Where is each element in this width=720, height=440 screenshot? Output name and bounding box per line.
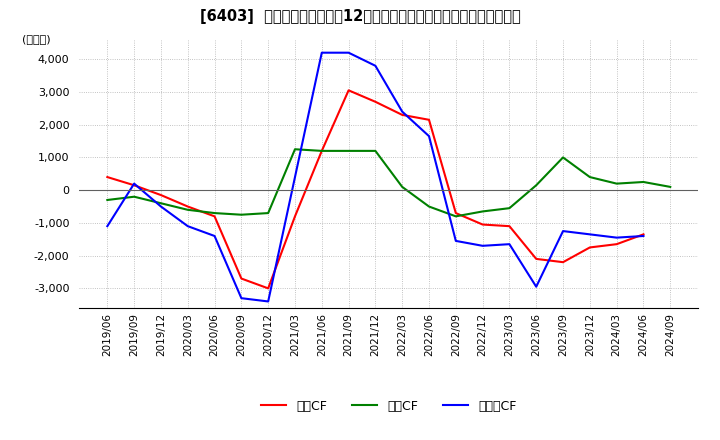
投資CF [639,180,648,185]
投資CF [478,209,487,214]
投資CF [210,210,219,216]
フリーCF [237,296,246,301]
フリーCF [184,224,192,229]
投資CF [612,181,621,186]
投資CF [157,201,166,206]
Line: 投資CF: 投資CF [107,149,670,216]
フリーCF [505,242,514,247]
営業CF [291,214,300,219]
投資CF [130,194,138,199]
営業CF [157,192,166,198]
フリーCF [559,228,567,234]
フリーCF [398,109,407,114]
投資CF [505,205,514,211]
フリーCF [103,224,112,229]
営業CF [585,245,594,250]
営業CF [478,222,487,227]
フリーCF [612,235,621,240]
Legend: 営業CF, 投資CF, フリーCF: 営業CF, 投資CF, フリーCF [256,395,521,418]
営業CF [425,117,433,122]
フリーCF [157,204,166,209]
フリーCF [264,299,272,304]
フリーCF [291,174,300,180]
営業CF [559,260,567,265]
投資CF [318,148,326,154]
営業CF [532,256,541,261]
フリーCF [478,243,487,249]
投資CF [184,207,192,213]
Text: [6403]  キャッシュフローの12か月移動合計の対前年同期増減額の推移: [6403] キャッシュフローの12か月移動合計の対前年同期増減額の推移 [199,9,521,24]
フリーCF [344,50,353,55]
営業CF [612,242,621,247]
フリーCF [425,133,433,139]
営業CF [639,232,648,237]
投資CF [585,174,594,180]
投資CF [532,183,541,188]
営業CF [210,214,219,219]
営業CF [184,204,192,209]
営業CF [344,88,353,93]
営業CF [505,224,514,229]
投資CF [371,148,379,154]
Line: フリーCF: フリーCF [107,53,644,301]
フリーCF [532,284,541,290]
Line: 営業CF: 営業CF [107,90,644,288]
Y-axis label: (百万円): (百万円) [22,34,50,44]
営業CF [318,148,326,154]
投資CF [559,155,567,160]
フリーCF [451,238,460,244]
投資CF [103,198,112,203]
フリーCF [371,63,379,69]
フリーCF [639,233,648,238]
投資CF [291,147,300,152]
営業CF [237,276,246,281]
営業CF [103,174,112,180]
フリーCF [130,181,138,186]
フリーCF [210,233,219,238]
営業CF [264,286,272,291]
投資CF [666,184,675,190]
投資CF [451,214,460,219]
営業CF [398,112,407,117]
投資CF [398,184,407,190]
営業CF [371,99,379,104]
投資CF [344,148,353,154]
投資CF [425,204,433,209]
投資CF [237,212,246,217]
営業CF [130,183,138,188]
営業CF [451,210,460,216]
投資CF [264,210,272,216]
フリーCF [318,50,326,55]
フリーCF [585,232,594,237]
